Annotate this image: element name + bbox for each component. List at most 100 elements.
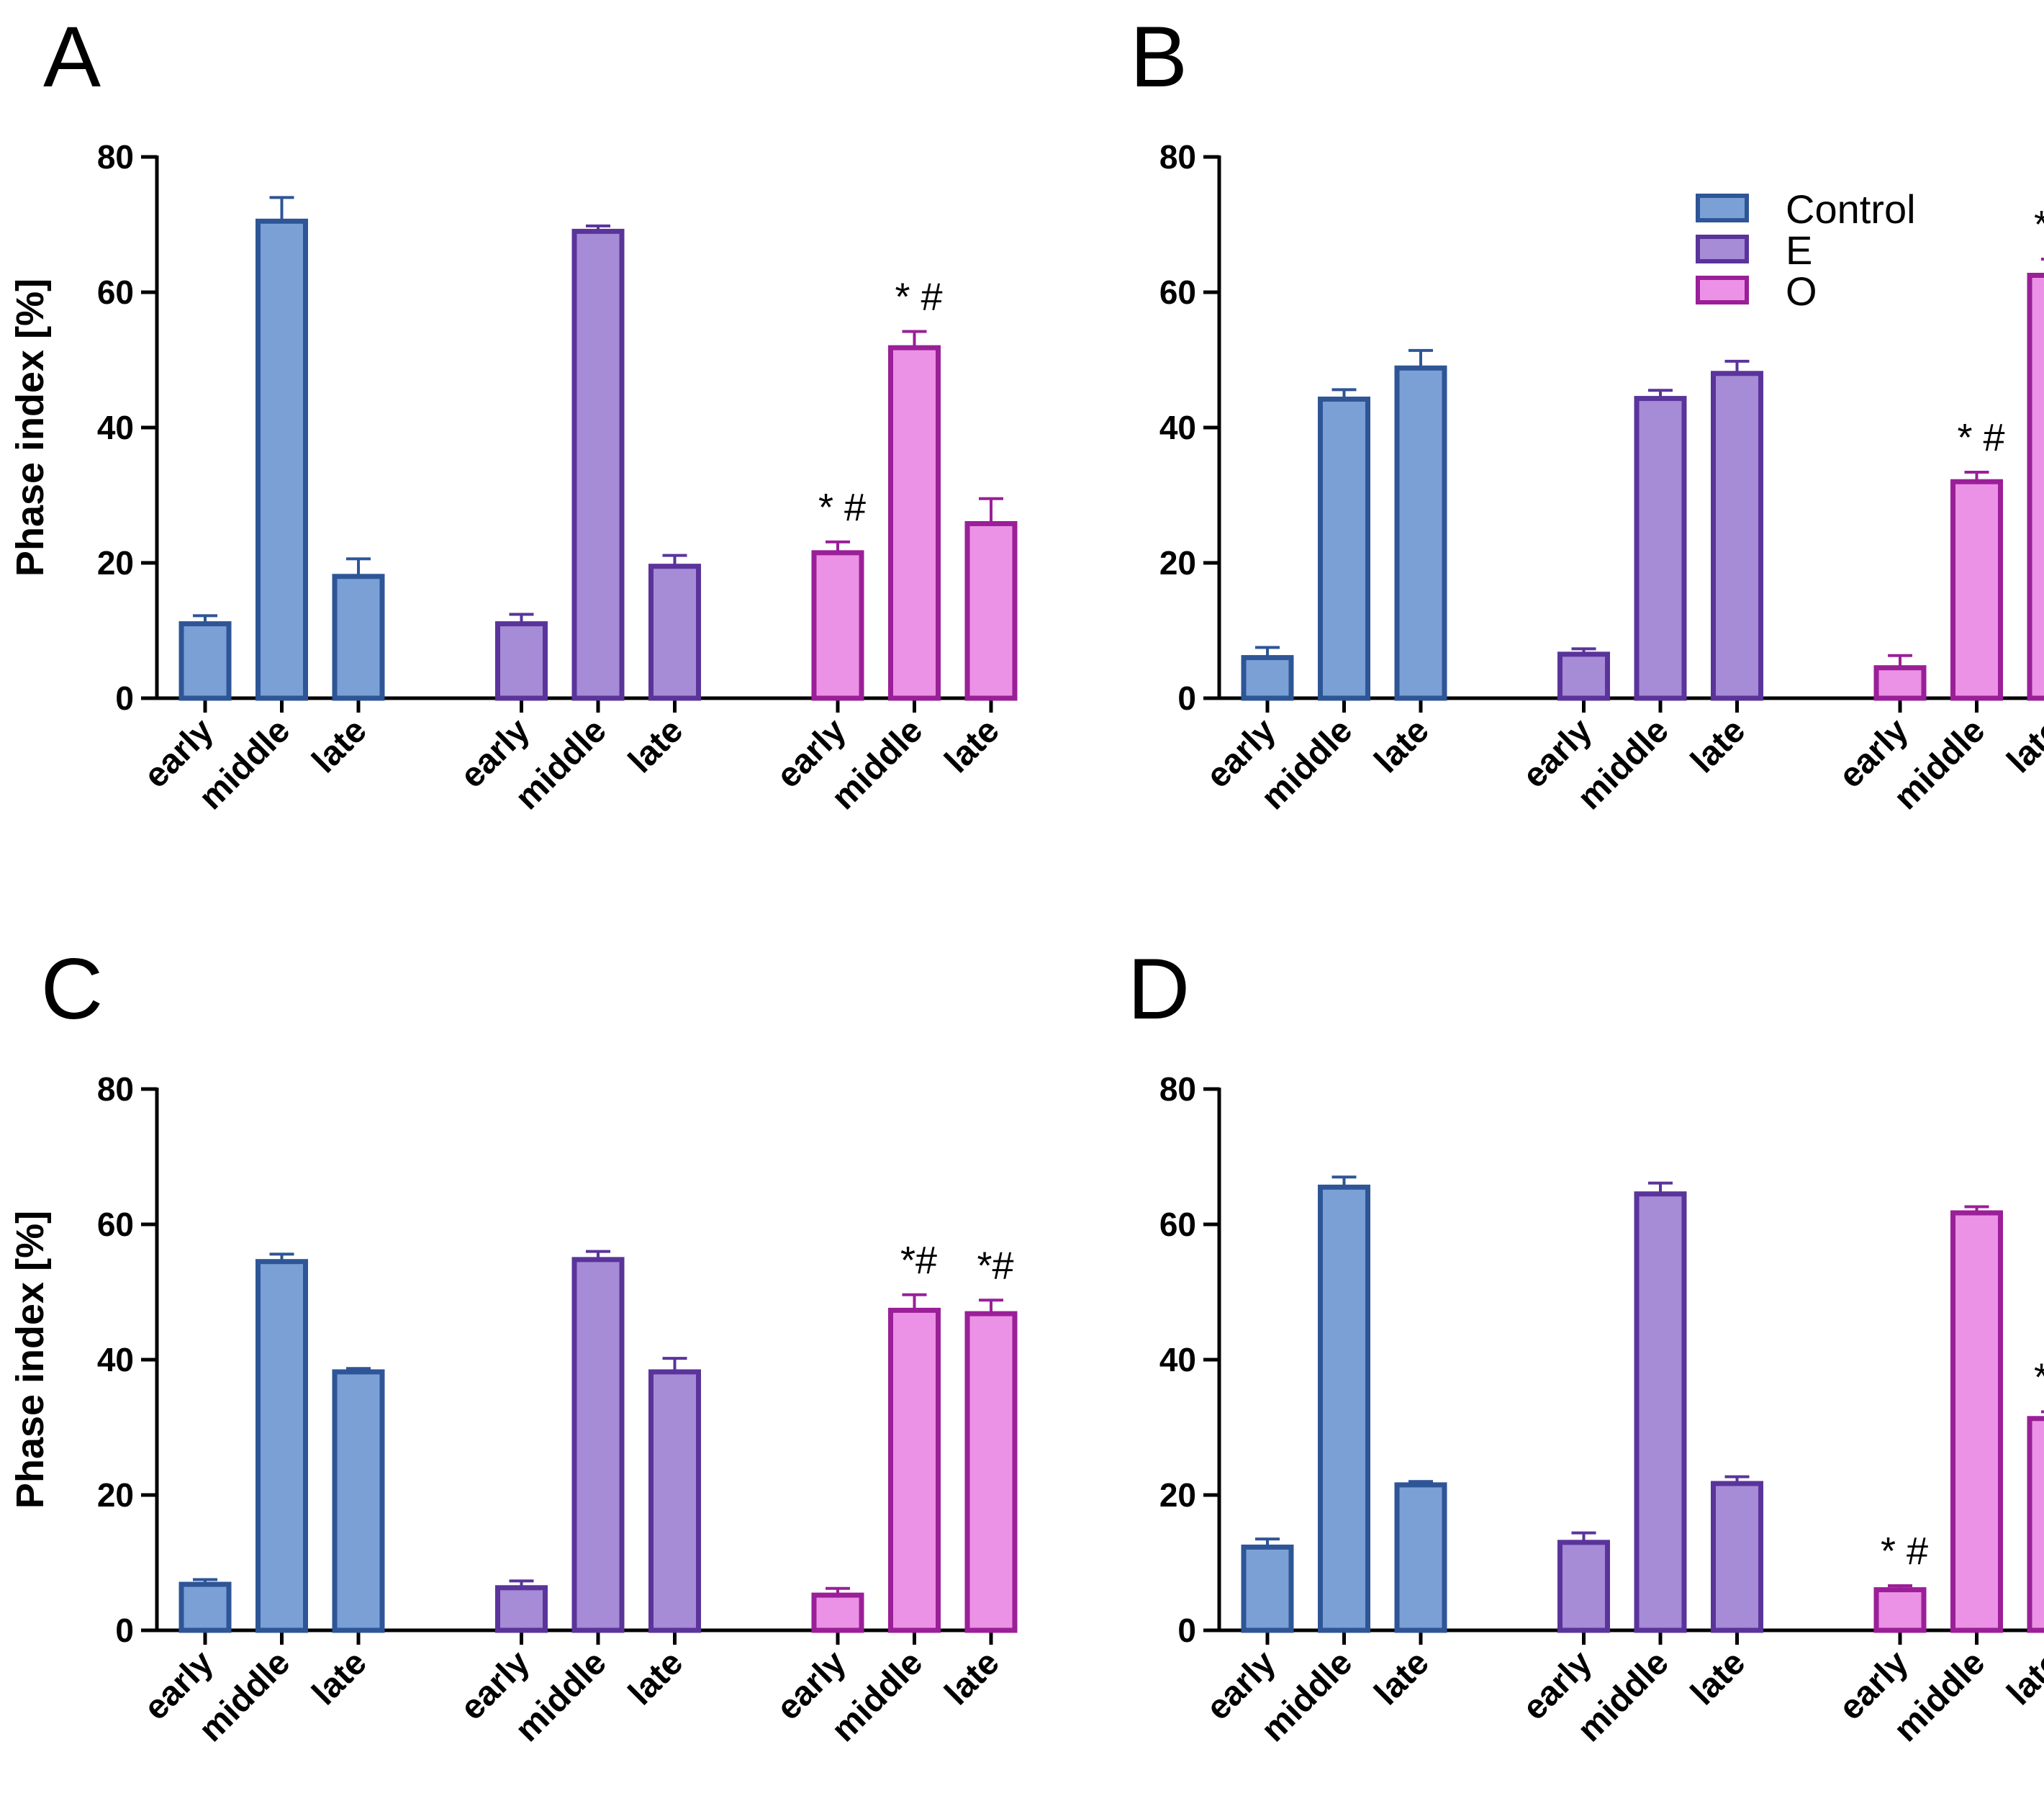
significance-annotation: * # — [895, 276, 942, 319]
x-tick-label-late: late — [938, 1643, 1007, 1712]
bar-O-early — [811, 550, 864, 701]
panel-letter: D — [1128, 941, 1190, 1037]
significance-annotation: *# — [977, 1244, 1013, 1287]
y-tick-label: 20 — [97, 544, 134, 582]
bar-Control-early — [178, 621, 232, 701]
significance-annotation: * # — [2034, 1355, 2044, 1399]
y-tick-label: 80 — [97, 1070, 134, 1108]
bar-Control-middle — [256, 218, 308, 701]
y-tick-label: 0 — [1177, 679, 1196, 717]
bar-E-early — [1557, 1540, 1610, 1633]
y-tick-label: 60 — [97, 1206, 134, 1243]
bar-Control-late — [332, 1369, 385, 1633]
bar-O-middle — [1950, 479, 2003, 701]
y-tick-label: 0 — [115, 679, 134, 717]
x-tick-label-late: late — [1367, 711, 1437, 780]
y-tick-label: 60 — [1159, 1206, 1196, 1243]
bar-Control-middle — [256, 1259, 308, 1633]
y-tick-label: 20 — [1159, 1476, 1196, 1514]
bar-Control-middle — [1318, 397, 1370, 701]
legend-swatch-O — [1696, 276, 1749, 304]
x-tick-label-late: late — [938, 711, 1007, 780]
x-tick-label-late: late — [305, 711, 374, 780]
y-axis-title: Phase index [%] — [9, 1211, 52, 1509]
bar-O-late — [964, 1311, 1018, 1633]
y-tick-label: 60 — [97, 274, 134, 311]
y-tick-label: 0 — [115, 1612, 134, 1649]
bar-Control-late — [1394, 365, 1447, 701]
bar-O-early — [1873, 1587, 1927, 1633]
bar-E-middle — [571, 228, 625, 701]
significance-annotation: * # — [2034, 203, 2044, 246]
legend-label-E: E — [1786, 227, 1812, 273]
significance-annotation: * # — [818, 486, 866, 529]
legend-swatch-E — [1696, 235, 1749, 263]
x-tick-label-late: late — [2000, 1643, 2044, 1712]
bar-E-middle — [1634, 396, 1687, 701]
bar-E-late — [1711, 371, 1763, 701]
x-tick-label-late: late — [1683, 711, 1753, 780]
bar-E-middle — [571, 1257, 625, 1633]
y-tick-label: 60 — [1159, 274, 1196, 311]
bar-E-late — [648, 1369, 701, 1633]
y-tick-label: 40 — [1159, 409, 1196, 446]
y-tick-label: 40 — [1159, 1341, 1196, 1378]
bar-O-early — [811, 1592, 864, 1633]
x-tick-label-late: late — [621, 711, 690, 780]
significance-annotation: *# — [900, 1239, 937, 1282]
significance-annotation: * # — [1957, 416, 2004, 459]
y-tick-label: 0 — [1177, 1612, 1196, 1649]
panel-letter: B — [1130, 9, 1188, 105]
significance-annotation: * # — [1881, 1530, 1928, 1573]
bar-Control-late — [332, 574, 385, 701]
bar-O-late — [964, 520, 1018, 701]
bar-Control-late — [1394, 1482, 1447, 1633]
panel-letter: C — [41, 941, 104, 1037]
bar-E-early — [495, 621, 548, 701]
x-tick-label-late: late — [2000, 711, 2044, 780]
series-O: early*#middle*#late — [769, 1239, 1018, 1749]
bar-O-middle — [888, 1307, 941, 1633]
y-tick-label: 20 — [97, 1476, 134, 1514]
bar-E-late — [1711, 1481, 1763, 1633]
y-tick-label: 80 — [1159, 1070, 1196, 1108]
bar-Control-middle — [1318, 1184, 1370, 1633]
y-tick-label: 80 — [1159, 138, 1196, 176]
bar-E-late — [648, 564, 701, 701]
bar-O-early — [1873, 665, 1927, 701]
y-tick-label: 80 — [97, 138, 134, 176]
bar-Control-early — [1241, 1544, 1294, 1633]
series-O: * #early* #middle late — [769, 276, 1018, 817]
bar-O-late — [2027, 273, 2044, 701]
y-tick-label: 40 — [97, 1341, 134, 1378]
panel-letter: A — [43, 9, 101, 105]
bar-E-early — [1557, 651, 1610, 701]
x-tick-label-late: late — [1683, 1643, 1753, 1712]
x-tick-label-late: late — [621, 1643, 690, 1712]
bar-Control-early — [178, 1581, 232, 1633]
x-tick-label-late: late — [305, 1643, 374, 1712]
series-O: early* #middle* #late — [1832, 203, 2044, 817]
bar-E-early — [495, 1585, 548, 1633]
legend-label-O: O — [1786, 268, 1817, 314]
bar-O-late — [2027, 1416, 2044, 1633]
y-tick-label: 40 — [97, 409, 134, 446]
y-axis-title: Phase index [%] — [9, 279, 52, 577]
bar-E-middle — [1634, 1191, 1687, 1633]
legend-label-Control: Control — [1786, 186, 1916, 232]
